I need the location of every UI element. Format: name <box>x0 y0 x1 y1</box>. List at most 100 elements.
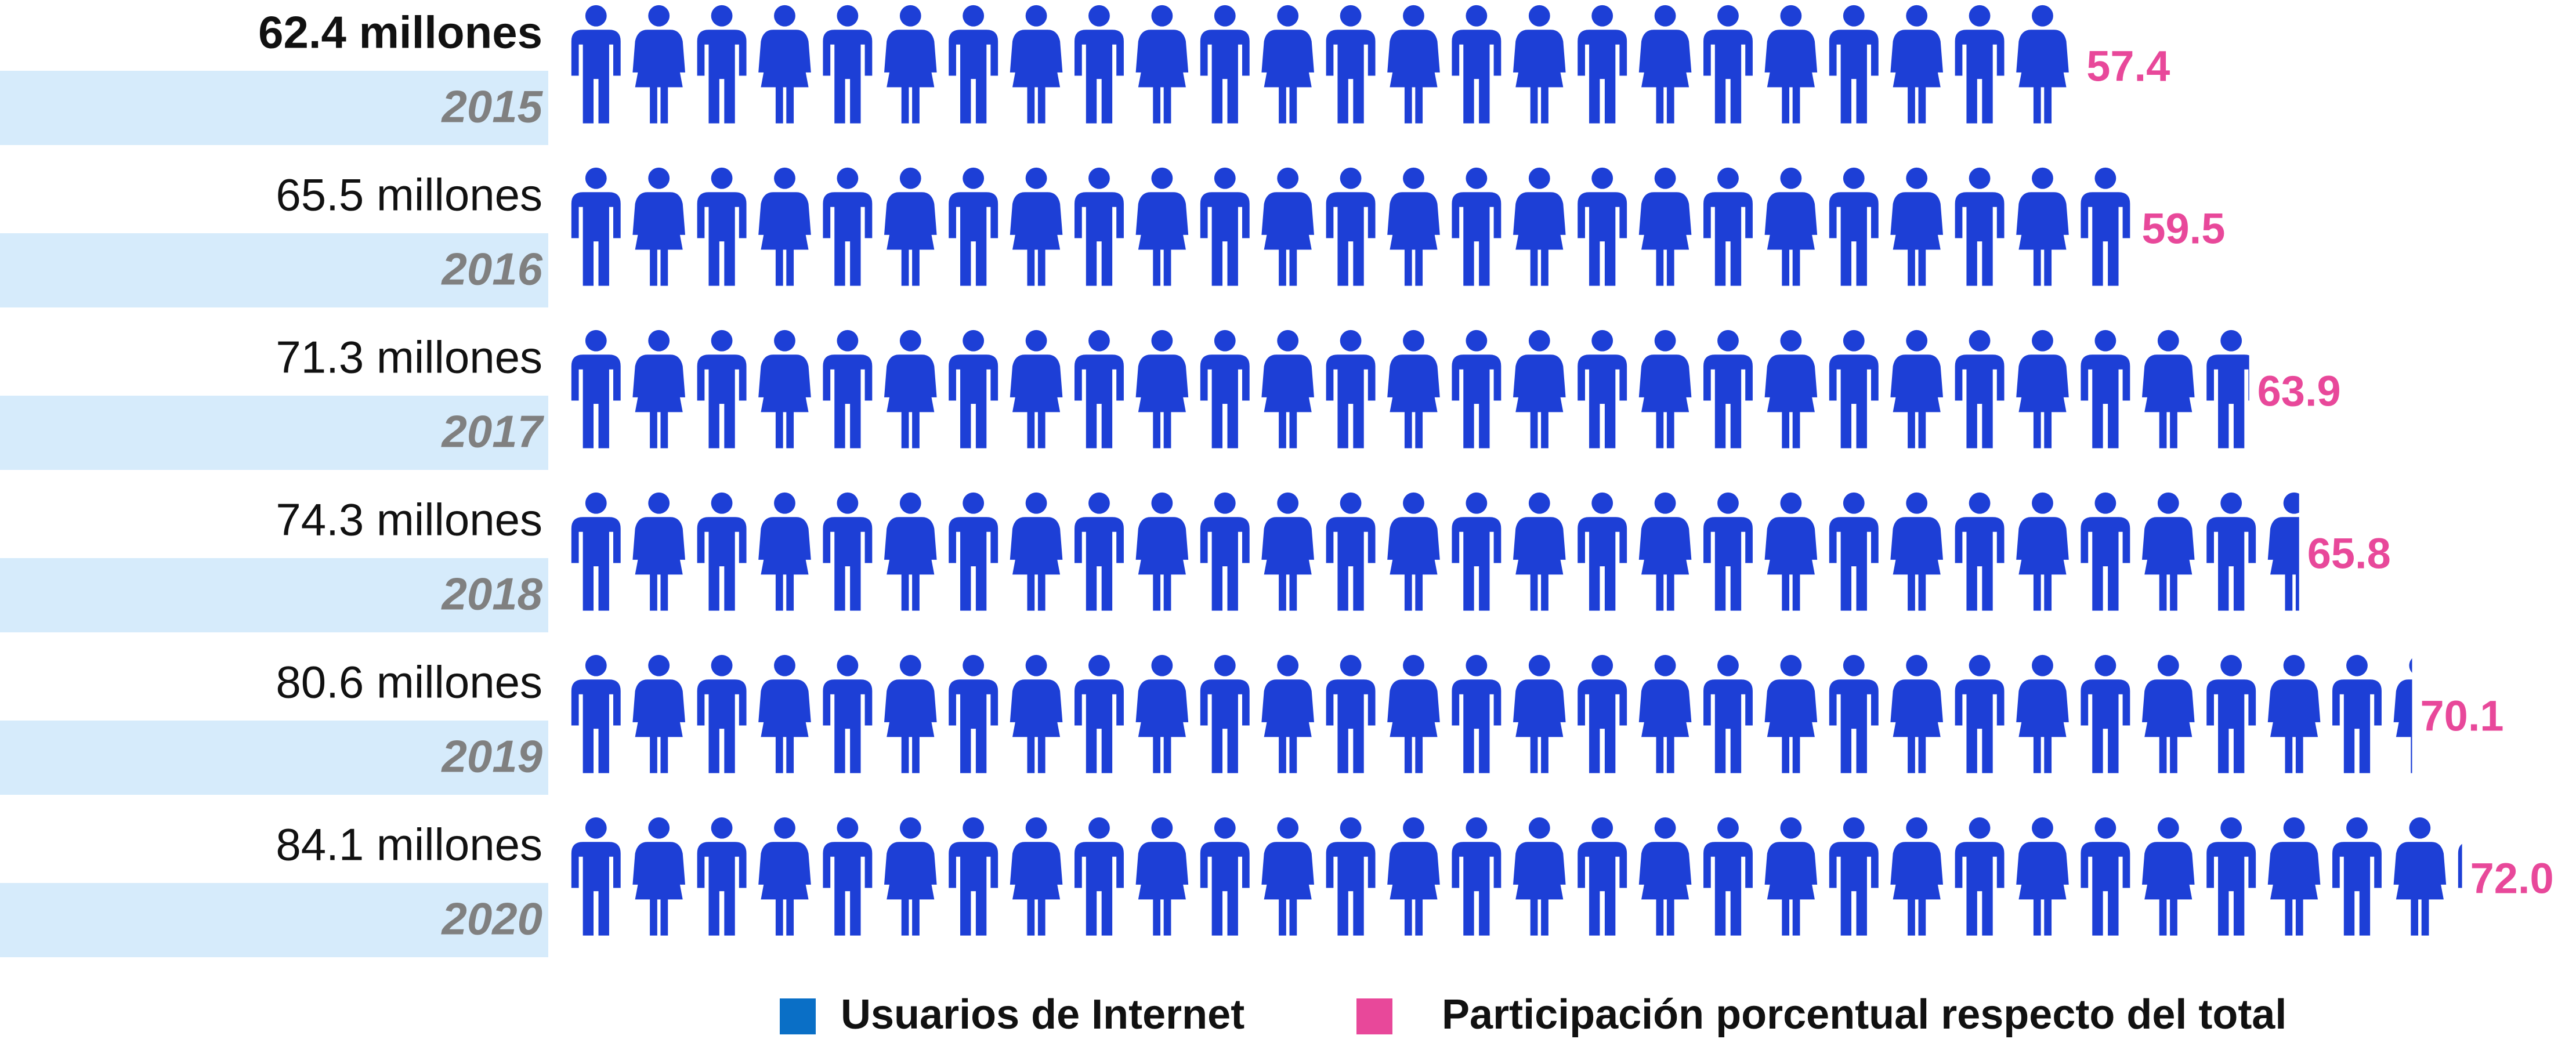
person-icon <box>1326 330 1376 448</box>
person-icon <box>697 5 747 124</box>
person-icon <box>1452 492 1502 611</box>
person-icon <box>823 817 873 936</box>
person-icon <box>2016 492 2069 611</box>
person-icon <box>1326 167 1376 286</box>
person-icon <box>1074 5 1124 124</box>
person-icon <box>1829 654 1879 773</box>
person-icon <box>1638 5 1692 124</box>
person-icon <box>1261 330 1314 448</box>
person-icon <box>1578 5 1627 124</box>
icon-row <box>571 167 2130 286</box>
person-icon <box>1578 167 1627 286</box>
person-icon <box>1452 654 1502 773</box>
person-icon <box>2267 654 2321 773</box>
person-icon <box>1578 654 1627 773</box>
person-icon <box>1513 492 1566 611</box>
person-icon <box>1261 5 1314 124</box>
person-icon <box>1638 492 1692 611</box>
person-icon <box>1452 330 1502 448</box>
person-icon <box>1829 167 1879 286</box>
legend-swatch <box>780 998 816 1034</box>
person-icon <box>632 167 685 286</box>
person-icon <box>1890 5 1943 124</box>
person-icon <box>2081 330 2130 448</box>
person-icon <box>2016 817 2069 936</box>
person-icon <box>1638 817 1692 936</box>
person-icon <box>1638 654 1692 773</box>
year-label: 2016 <box>440 244 542 295</box>
person-icon <box>1326 492 1376 611</box>
person-icon <box>1135 167 1189 286</box>
person-icon <box>1010 492 1063 611</box>
person-icon <box>2081 492 2130 611</box>
person-icon <box>1326 817 1376 936</box>
person-icon <box>571 5 621 124</box>
person-icon <box>758 492 811 611</box>
person-icon <box>1703 817 1753 936</box>
person-icon <box>2081 654 2130 773</box>
users-label: 62.4 millones <box>258 7 542 58</box>
year-label: 2018 <box>440 569 542 620</box>
person-icon <box>884 167 937 286</box>
person-icon <box>949 330 998 448</box>
person-icon <box>697 654 747 773</box>
person-icon <box>1326 654 1376 773</box>
percent-label: 59.5 <box>2141 205 2225 253</box>
person-icon <box>1010 167 1063 286</box>
person-icon <box>1452 817 1502 936</box>
person-icon <box>1387 167 1440 286</box>
person-icon <box>1764 817 1818 936</box>
person-icon <box>1135 5 1189 124</box>
person-icon <box>697 330 747 448</box>
person-icon <box>1452 5 1502 124</box>
person-icon <box>697 167 747 286</box>
person-icon <box>632 492 685 611</box>
person-icon <box>1200 167 1250 286</box>
users-label: 84.1 millones <box>276 819 542 870</box>
person-icon <box>697 492 747 611</box>
person-icon <box>1890 492 1943 611</box>
person-icon <box>1764 167 1818 286</box>
person-icon <box>1829 5 1879 124</box>
person-icon <box>823 492 873 611</box>
person-icon <box>1764 654 1818 773</box>
person-icon <box>1074 492 1124 611</box>
person-icon <box>571 654 621 773</box>
person-icon <box>1890 167 1943 286</box>
person-icon <box>1578 330 1627 448</box>
person-icon <box>1829 330 1879 448</box>
person-icon <box>758 654 811 773</box>
person-icon <box>1955 492 2005 611</box>
person-icon <box>823 330 873 448</box>
person-icon <box>1703 330 1753 448</box>
person-icon <box>949 654 998 773</box>
person-icon <box>1135 330 1189 448</box>
icon-row <box>571 817 2462 936</box>
year-band <box>0 71 548 145</box>
person-icon <box>632 817 685 936</box>
person-icon <box>1387 5 1440 124</box>
person-icon <box>571 817 621 936</box>
icon-row <box>571 330 2249 448</box>
person-icon <box>1955 817 2005 936</box>
legend: Usuarios de Internet Participación porce… <box>780 991 2286 1038</box>
person-icon <box>758 330 811 448</box>
person-icon <box>2206 654 2256 773</box>
person-icon <box>2142 654 2195 773</box>
person-icon <box>2016 654 2069 773</box>
percent-label: 72.0 <box>2470 855 2554 903</box>
person-icon <box>2267 817 2321 936</box>
person-icon <box>1010 330 1063 448</box>
person-icon <box>1764 330 1818 448</box>
users-label: 80.6 millones <box>276 657 542 708</box>
person-icon <box>1703 5 1753 124</box>
legend-label: Participación porcentual respecto del to… <box>1442 991 2286 1038</box>
year-label: 2017 <box>440 406 544 457</box>
person-icon <box>2206 817 2256 936</box>
person-icon <box>1261 492 1314 611</box>
percent-label: 63.9 <box>2257 367 2341 415</box>
person-icon <box>1326 5 1376 124</box>
person-icon <box>2142 817 2195 936</box>
person-icon <box>2081 167 2130 286</box>
person-icon <box>1764 492 1818 611</box>
